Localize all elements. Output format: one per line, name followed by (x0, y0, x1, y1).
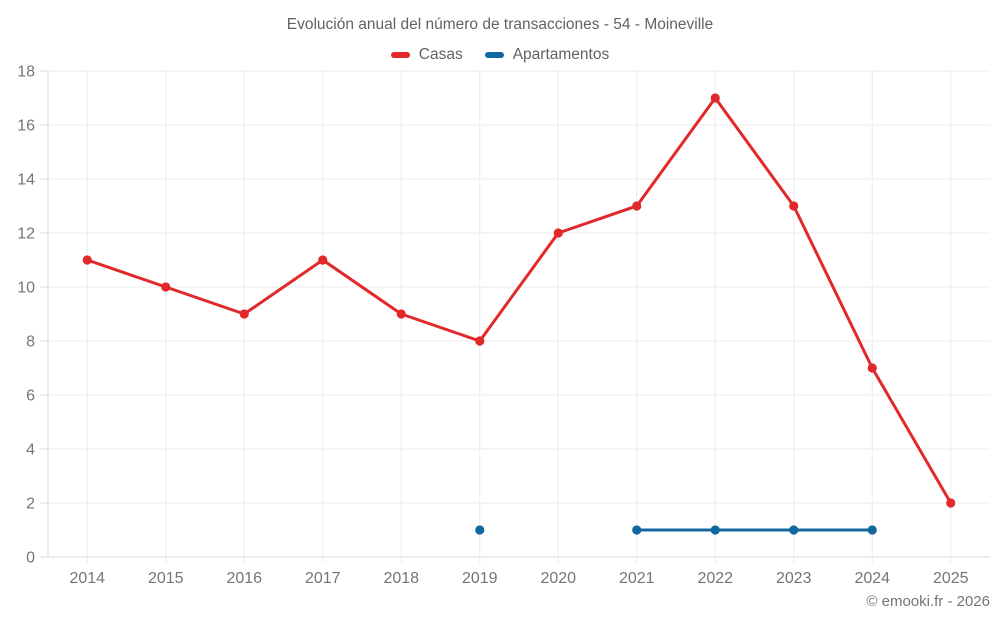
chart-footer-credit: © emooki.fr - 2026 (866, 593, 990, 610)
chart-legend: Casas Apartamentos (0, 46, 1000, 64)
y-tick-label-18: 18 (17, 64, 35, 81)
chart-title: Evolución anual del número de transaccio… (286, 16, 714, 33)
data-point-apartamentos-2024[interactable] (867, 525, 877, 535)
x-tick-label-2025: 2025 (933, 570, 969, 587)
data-point-casas-2020[interactable] (553, 228, 563, 238)
data-point-casas-2016[interactable] (239, 309, 249, 319)
legend-label-casas: Casas (418, 46, 463, 63)
y-tick-label-4: 4 (26, 442, 35, 459)
data-point-casas-2022[interactable] (710, 93, 720, 103)
x-tick-label-2024: 2024 (854, 570, 890, 587)
y-tick-label-2: 2 (26, 496, 35, 513)
data-point-apartamentos-2022[interactable] (710, 525, 720, 535)
data-point-casas-2017[interactable] (318, 255, 328, 265)
y-tick-label-14: 14 (17, 172, 35, 189)
data-point-casas-2019[interactable] (475, 336, 485, 346)
y-tick-label-12: 12 (17, 226, 35, 243)
x-tick-label-2023: 2023 (776, 570, 812, 587)
data-point-casas-2024[interactable] (867, 363, 877, 373)
data-point-casas-2014[interactable] (82, 255, 92, 265)
x-tick-label-2022: 2022 (697, 570, 733, 587)
y-tick-label-6: 6 (26, 388, 35, 405)
y-tick-label-0: 0 (26, 550, 35, 567)
legend-item-casas[interactable]: Casas (390, 46, 463, 64)
y-tick-label-8: 8 (26, 334, 35, 351)
casas-legend-swatch-icon (390, 52, 410, 58)
legend-item-apartamentos[interactable]: Apartamentos (484, 46, 610, 64)
y-tick-label-16: 16 (17, 118, 35, 135)
data-point-casas-2018[interactable] (396, 309, 406, 319)
x-tick-label-2017: 2017 (305, 570, 341, 587)
data-point-casas-2021[interactable] (632, 201, 642, 211)
series-line-casas (85, 96, 953, 505)
y-tick-label-10: 10 (17, 280, 35, 297)
x-tick-label-2021: 2021 (619, 570, 655, 587)
data-point-casas-2025[interactable] (946, 498, 956, 508)
data-point-apartamentos-2019[interactable] (475, 525, 485, 535)
apartamentos-legend-swatch-icon (484, 52, 504, 58)
x-tick-label-2016: 2016 (226, 570, 262, 587)
legend-label-apartamentos: Apartamentos (512, 46, 610, 63)
data-point-apartamentos-2023[interactable] (789, 525, 799, 535)
data-point-casas-2015[interactable] (161, 282, 171, 292)
x-tick-label-2020: 2020 (540, 570, 576, 587)
x-tick-label-2019: 2019 (462, 570, 498, 587)
x-tick-label-2018: 2018 (383, 570, 419, 587)
x-tick-label-2014: 2014 (69, 570, 105, 587)
data-point-apartamentos-2021[interactable] (632, 525, 642, 535)
x-tick-label-2015: 2015 (148, 570, 184, 587)
data-point-casas-2023[interactable] (789, 201, 799, 211)
